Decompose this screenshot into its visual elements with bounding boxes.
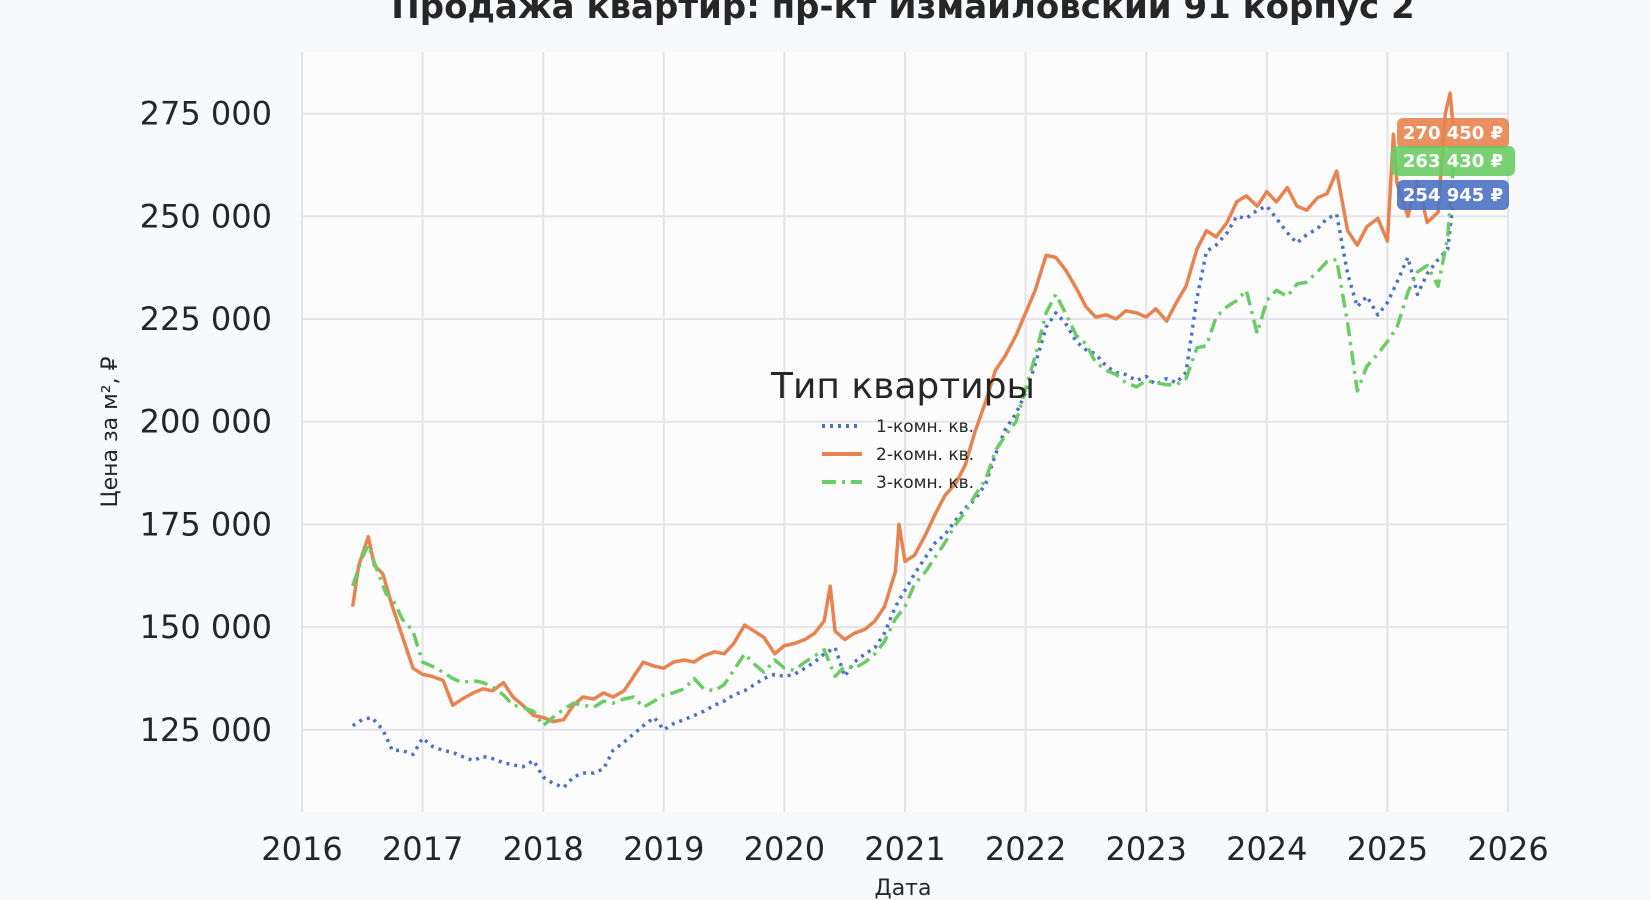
legend-label-3: 3-комн. кв. xyxy=(876,473,974,493)
grid xyxy=(301,52,1509,812)
x-tick-label: 2016 xyxy=(261,830,342,868)
y-tick-label: 125 000 xyxy=(140,711,272,749)
end-value-badge-3: 263 430 ₽ xyxy=(1391,146,1515,176)
x-axis-label: Дата xyxy=(875,876,932,900)
legend: Тип квартиры 1-комн. кв. 2-комн. кв. 3-ком… xyxy=(770,366,1035,493)
badge-value: 254 945 ₽ xyxy=(1403,185,1503,206)
badge-background xyxy=(1397,180,1509,210)
badge-value: 263 430 ₽ xyxy=(1403,151,1503,172)
badge-background xyxy=(1391,146,1515,176)
x-tick-label: 2022 xyxy=(985,830,1066,868)
x-tick-label: 2017 xyxy=(382,830,463,868)
series-line-1 xyxy=(351,195,1456,790)
badge-value: 270 450 ₽ xyxy=(1403,123,1503,144)
legend-label-1: 1-комн. кв. xyxy=(876,417,974,437)
y-tick-label: 275 000 xyxy=(140,95,272,133)
badge-background xyxy=(1397,118,1509,148)
legend-label-2: 2-комн. кв. xyxy=(876,445,974,465)
x-tick-label: 2025 xyxy=(1347,830,1428,868)
x-tick-label: 2018 xyxy=(502,830,583,868)
y-tick-label: 200 000 xyxy=(140,403,272,441)
x-tick-label: 2024 xyxy=(1226,830,1307,868)
end-value-badge-1: 254 945 ₽ xyxy=(1397,180,1509,210)
end-value-badge-2: 270 450 ₽ xyxy=(1397,118,1509,148)
y-tick-label: 225 000 xyxy=(140,300,272,338)
end-value-badges: 254 945 ₽ 270 450 ₽ 263 430 ₽ xyxy=(1391,118,1515,210)
x-axis-ticks: 2016 2017 2018 2019 2020 2021 2022 2023 2024 2025… xyxy=(261,830,1548,868)
legend-title: Тип квартиры xyxy=(770,366,1035,407)
x-tick-label: 2019 xyxy=(623,830,704,868)
y-axis-label: Цена за м², ₽ xyxy=(98,356,123,507)
y-axis-ticks: 125 000 150 000 175 000 200 000 225 000 250 0… xyxy=(140,95,272,749)
series-lines xyxy=(350,91,1456,790)
series-line-3 xyxy=(351,161,1456,728)
x-tick-label: 2021 xyxy=(864,830,945,868)
x-tick-label: 2023 xyxy=(1105,830,1186,868)
x-tick-label: 2026 xyxy=(1467,830,1548,868)
y-tick-label: 175 000 xyxy=(140,505,272,543)
chart-title: Продажа квартир: пр-кт Измайловский 91 к… xyxy=(391,0,1414,27)
x-tick-label: 2020 xyxy=(744,830,825,868)
y-tick-label: 250 000 xyxy=(140,197,272,235)
y-tick-label: 150 000 xyxy=(140,608,272,646)
series-line-2 xyxy=(350,91,1456,724)
